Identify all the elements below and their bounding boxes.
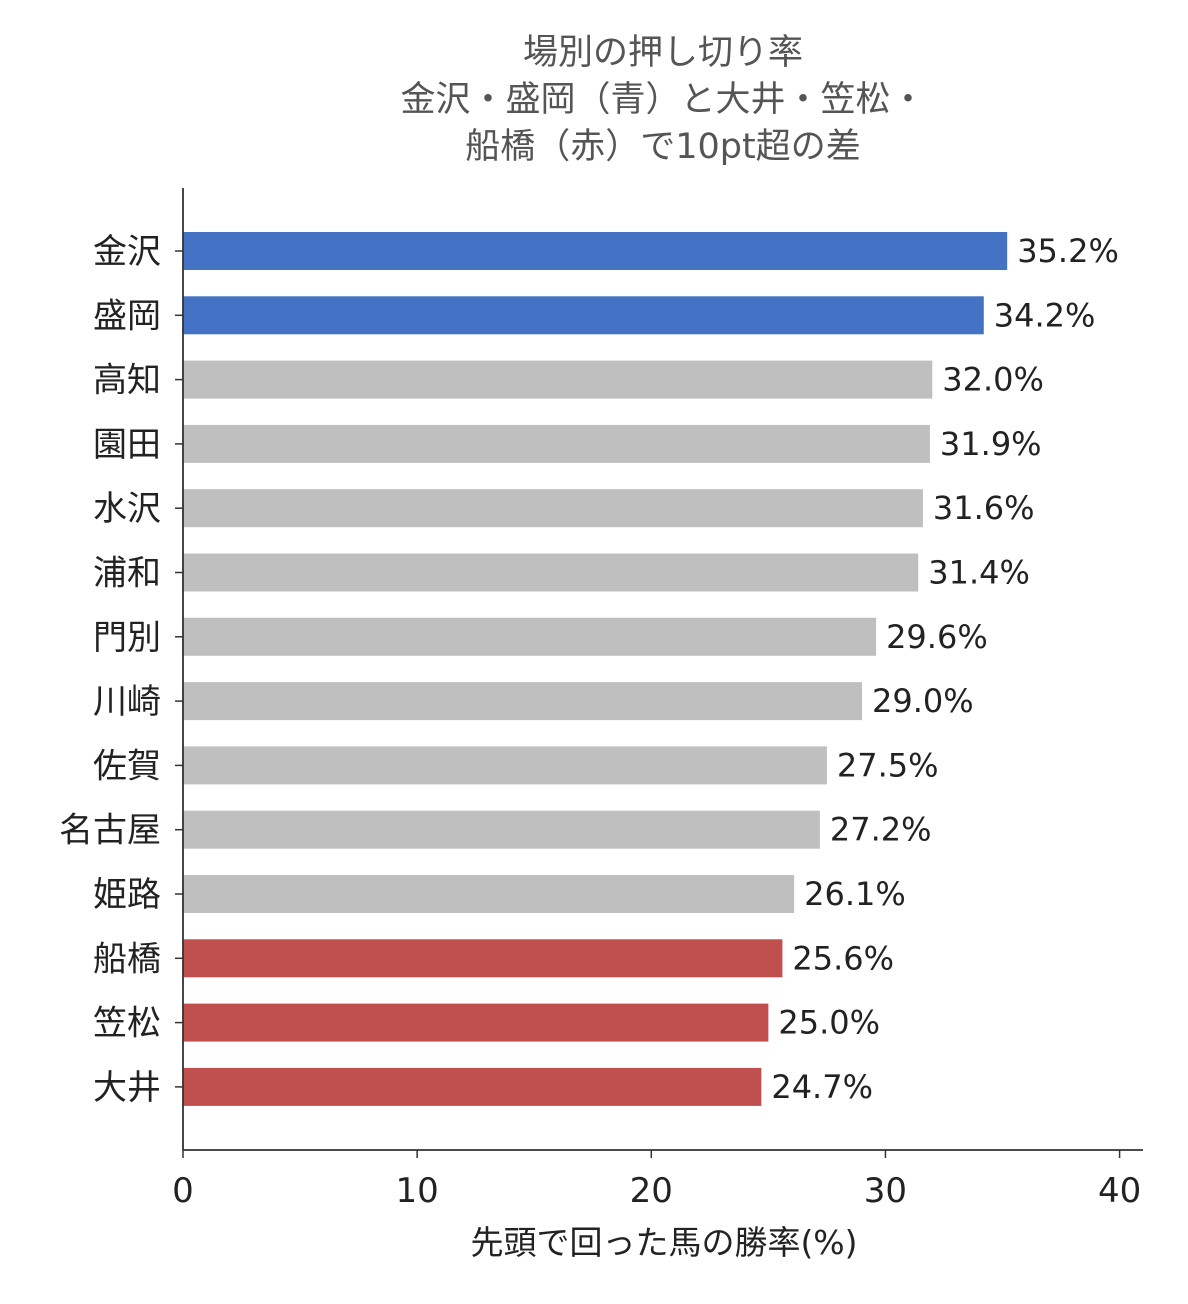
chart-title-line-3: 船橋（赤）で10pt超の差 [465,127,861,167]
bar-佐賀 [183,746,827,785]
category-label: 笠松 [93,1004,161,1044]
category-label: 水沢 [93,489,161,529]
category-label: 佐賀 [93,746,161,786]
chart-title-line-2: 金沢・盛岡（青）と大井・笠松・ [400,80,926,120]
bar-笠松 [183,1003,769,1042]
bar-名古屋 [183,810,820,849]
chart-title-line-1: 場別の押し切り率 [522,33,803,73]
category-label: 船橋 [93,939,161,979]
category-label: 大井 [93,1068,161,1108]
x-tick-label: 10 [396,1171,439,1211]
value-label: 29.6% [886,618,988,656]
category-label: 盛岡 [93,296,161,336]
category-label: 名古屋 [59,811,161,851]
value-label: 31.6% [933,489,1035,527]
value-label: 24.7% [771,1068,873,1106]
x-tick-label: 40 [1098,1171,1141,1211]
x-tick-label: 0 [172,1171,194,1211]
bar-姫路 [183,875,795,913]
category-label: 園田 [93,425,161,465]
bar-船橋 [183,939,783,978]
bars-layer: 35.2% 34.2% 32.0% 31.9% 31.6% 31.4% 29.6% 29.0%… [183,232,1119,1106]
value-label: 32.0% [942,361,1044,399]
value-label: 31.4% [928,554,1030,592]
bar-盛岡 [183,296,984,335]
bar-高知 [183,360,933,399]
x-tick-label: 30 [864,1171,907,1211]
x-axis-title: 先頭で回った馬の勝率(%) [470,1223,857,1262]
bar-川崎 [183,682,863,721]
bar-園田 [183,424,930,463]
category-label: 金沢 [93,232,161,272]
category-label: 門別 [93,618,161,658]
bar-大井 [183,1067,762,1106]
value-label: 26.1% [804,875,906,913]
category-label: 高知 [93,361,161,401]
bar-水沢 [183,489,923,528]
value-label: 25.6% [792,939,894,977]
value-label: 27.2% [830,811,932,849]
value-label: 29.0% [872,682,974,720]
value-label: 31.9% [940,425,1042,463]
category-label: 姫路 [93,875,161,915]
category-label: 川崎 [93,682,161,722]
value-label: 25.0% [778,1004,880,1042]
bar-門別 [183,617,877,656]
category-label: 浦和 [93,554,161,594]
value-label: 34.2% [994,296,1096,334]
value-label: 35.2% [1017,232,1119,270]
bar-金沢 [183,232,1008,270]
bar-浦和 [183,553,919,592]
x-tick-label: 20 [630,1171,673,1211]
value-label: 27.5% [837,746,939,784]
chart-title: 場別の押し切り率 金沢・盛岡（青）と大井・笠松・ 船橋（赤）で10pt超の差 [183,30,1143,171]
